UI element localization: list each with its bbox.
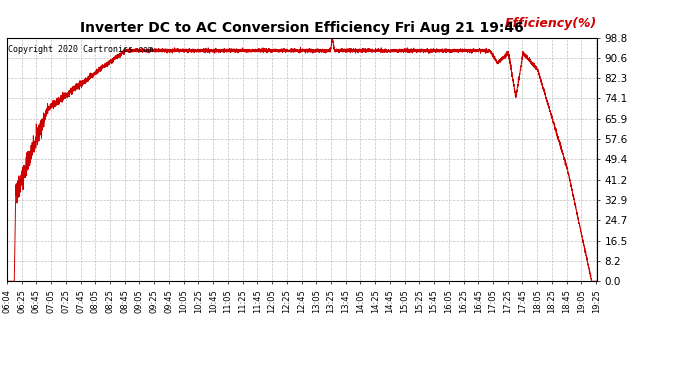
- Title: Inverter DC to AC Conversion Efficiency Fri Aug 21 19:46: Inverter DC to AC Conversion Efficiency …: [80, 21, 524, 35]
- Text: Efficiency(%): Efficiency(%): [504, 17, 597, 30]
- Text: Copyright 2020 Cartronics.com: Copyright 2020 Cartronics.com: [8, 45, 153, 54]
